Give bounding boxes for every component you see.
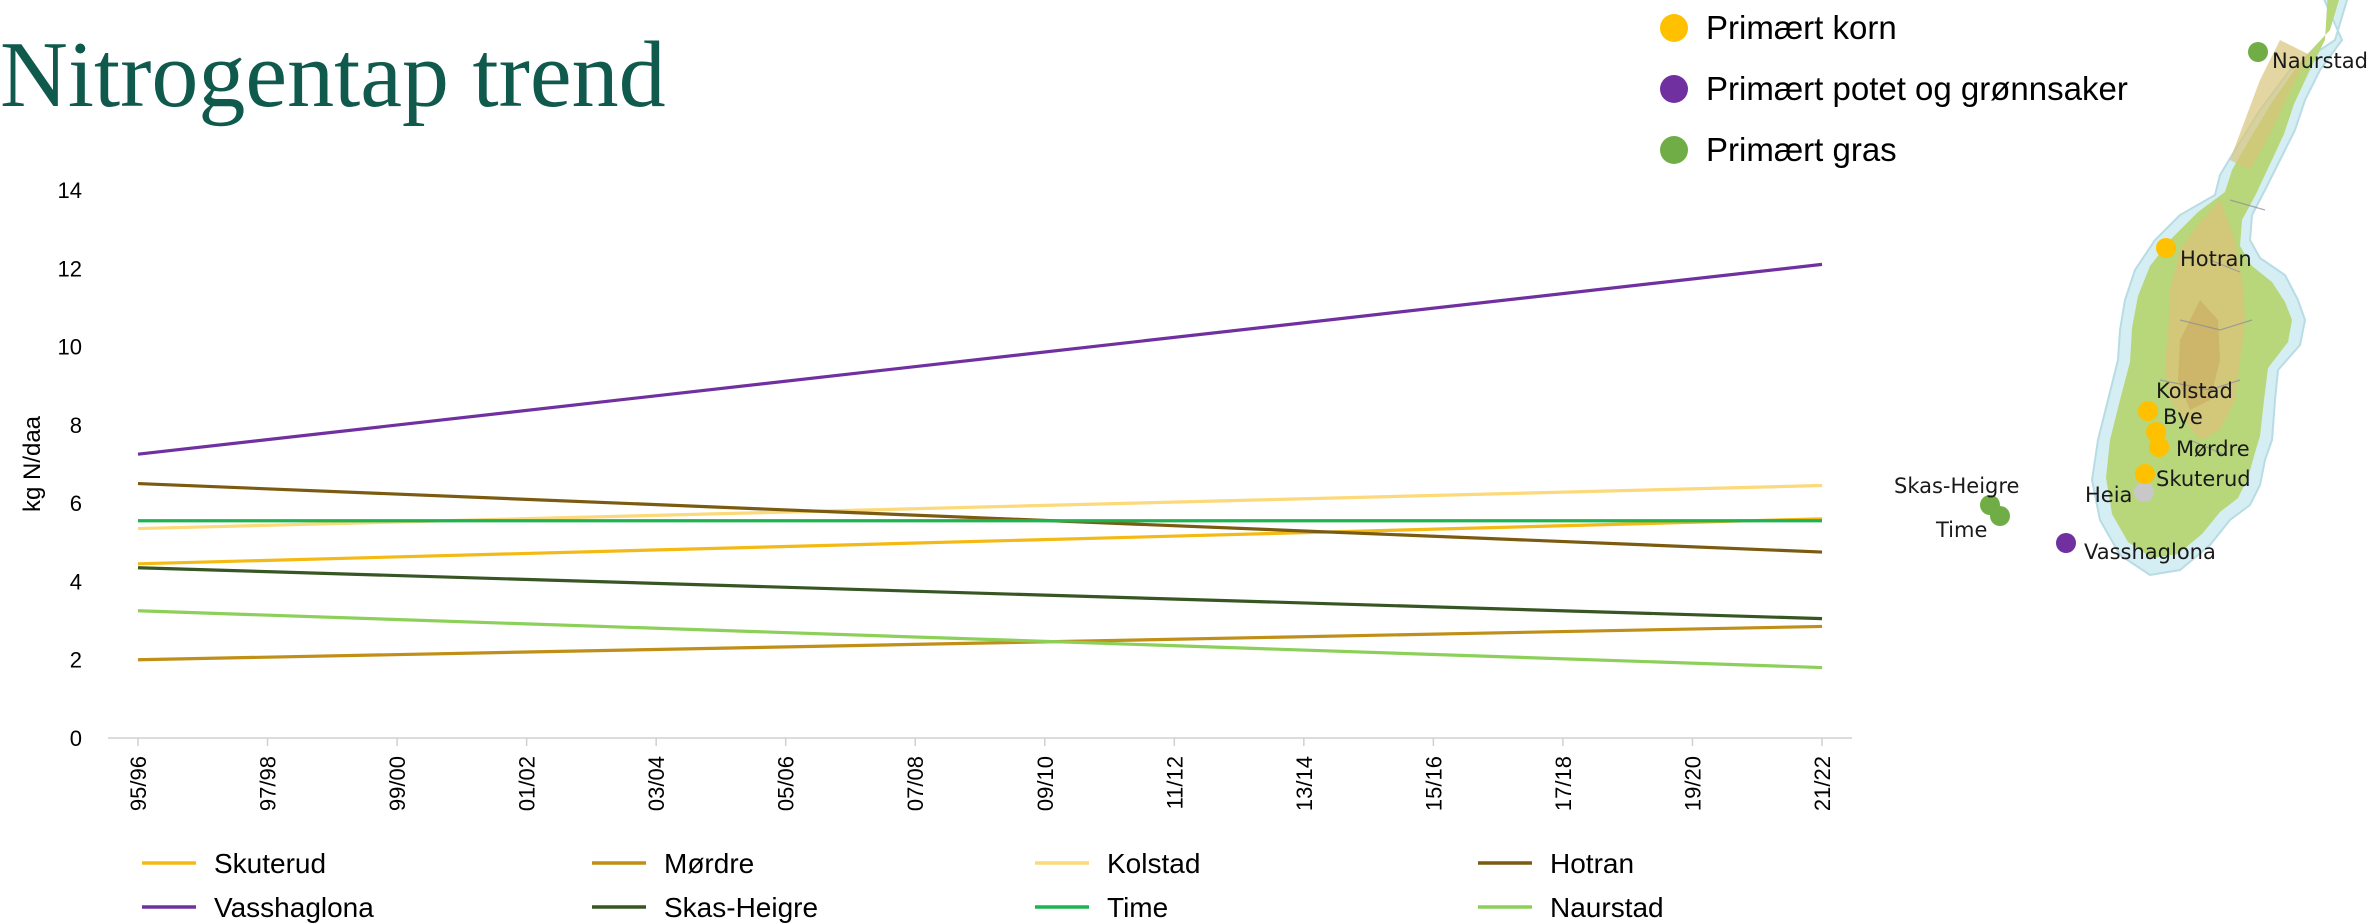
x-tick-label: 97/98 <box>256 756 281 811</box>
legend-item-skuterud: Skuterud <box>142 848 326 879</box>
map-site-skuterud: Skuterud <box>2135 464 2251 491</box>
legend-label: Mørdre <box>664 848 754 879</box>
y-tick-label: 8 <box>70 413 82 438</box>
map-site-naurstad: Naurstad <box>2248 42 2368 73</box>
norway-map: Naurstad Hotran Kolstad Bye Mørdre Heia … <box>1894 0 2368 577</box>
legend-label: Naurstad <box>1550 892 1664 923</box>
map-legend-item: Primært korn <box>1660 8 1897 48</box>
svg-text:Mørdre: Mørdre <box>2176 437 2250 461</box>
x-tick-label: 21/22 <box>1810 756 1835 811</box>
svg-text:Vasshaglona: Vasshaglona <box>2084 540 2216 564</box>
x-tick-label: 19/20 <box>1680 756 1705 811</box>
map-legend-item: Primært potet og grønnsaker <box>1660 69 2128 109</box>
y-tick-label: 4 <box>70 569 82 594</box>
x-tick-label: 15/16 <box>1421 756 1446 811</box>
x-tick-label: 99/00 <box>385 756 410 811</box>
y-tick-label: 14 <box>58 178 82 203</box>
legend-dot-icon <box>1660 136 1688 164</box>
map-site-bye: Bye <box>2146 405 2203 442</box>
y-axis-label: kg N/daa <box>19 415 46 512</box>
x-tick-label: 07/08 <box>903 756 928 811</box>
x-tick-label: 11/12 <box>1162 756 1187 809</box>
legend-item-kolstad: Kolstad <box>1035 848 1200 879</box>
svg-text:Skuterud: Skuterud <box>2156 467 2251 491</box>
series-line-skuterud <box>137 517 1823 566</box>
series-line-skas-heigre <box>137 566 1823 621</box>
legend-label: Skas-Heigre <box>664 892 818 923</box>
map-site-hotran: Hotran <box>2156 238 2252 271</box>
line-chart: 0 2 4 6 8 10 12 14 kg N/daa 95/96 97/98 99/00 01/02 0… <box>19 178 1852 923</box>
map-site-kolstad: Kolstad <box>2138 379 2233 421</box>
map-legend-label: Primært korn <box>1706 9 1897 46</box>
legend-label: Time <box>1107 892 1168 923</box>
x-tick-label: 03/04 <box>644 756 669 811</box>
svg-text:Time: Time <box>1935 518 1987 542</box>
series-lines <box>137 262 1823 670</box>
legend-label: Skuterud <box>214 848 326 879</box>
y-tick-label: 10 <box>58 335 82 360</box>
y-tick-label: 2 <box>70 648 82 673</box>
chart-title: Nitrogentap trend <box>0 23 666 127</box>
legend-item-vasshaglona: Vasshaglona <box>142 892 374 923</box>
legend-item-skas-heigre: Skas-Heigre <box>592 892 818 923</box>
svg-text:Bye: Bye <box>2163 405 2203 429</box>
svg-text:Skas-Heigre: Skas-Heigre <box>1894 474 2019 498</box>
legend-item-mørdre: Mørdre <box>592 848 754 879</box>
map-legend: Primært korn Primært potet og grønnsaker P… <box>1660 2 2180 172</box>
legend-dot-icon <box>1660 75 1688 103</box>
svg-text:Hotran: Hotran <box>2180 247 2252 271</box>
x-tick-label: 01/02 <box>515 756 540 811</box>
map-site-mordre: Mørdre <box>2149 437 2250 461</box>
svg-text:Heia: Heia <box>2085 483 2132 507</box>
series-line-vasshaglona <box>137 262 1823 456</box>
chart-axes: 0 2 4 6 8 10 12 14 kg N/daa 95/96 97/98 99/00 01/02 0… <box>19 178 1852 811</box>
series-line-naurstad <box>137 609 1823 670</box>
map-site-heia: Heia <box>2085 482 2154 507</box>
legend-dot-icon <box>1660 14 1688 42</box>
legend-item-hotran: Hotran <box>1478 848 1634 879</box>
svg-text:Naurstad: Naurstad <box>2272 49 2368 73</box>
y-tick-label: 0 <box>70 726 82 751</box>
x-tick-label: 13/14 <box>1292 756 1317 811</box>
legend-label: Hotran <box>1550 848 1634 879</box>
legend-item-time: Time <box>1035 892 1168 923</box>
series-line-mørdre <box>137 624 1823 662</box>
series-line-hotran <box>137 481 1823 554</box>
map-legend-item: Primært gras <box>1660 130 1897 170</box>
x-tick-label: 09/10 <box>1033 756 1058 811</box>
svg-text:Kolstad: Kolstad <box>2156 379 2233 403</box>
map-legend-label: Primært gras <box>1706 131 1897 168</box>
map-legend-label: Primært potet og grønnsaker <box>1706 70 2128 107</box>
chart-legend: Skuterud Mørdre Kolstad Hotran Vasshaglona Sk… <box>142 848 1664 923</box>
legend-item-naurstad: Naurstad <box>1478 892 1664 923</box>
x-tick-label: 05/06 <box>774 756 799 811</box>
x-tick-label: 17/18 <box>1551 756 1576 811</box>
legend-label: Vasshaglona <box>214 892 374 923</box>
y-tick-label: 12 <box>58 256 82 281</box>
legend-label: Kolstad <box>1107 848 1200 879</box>
map-site-vasshaglona: Vasshaglona <box>2056 533 2216 564</box>
map-site-time: Time <box>1935 506 2010 542</box>
x-tick-label: 95/96 <box>126 756 151 811</box>
y-tick-label: 6 <box>70 491 82 516</box>
